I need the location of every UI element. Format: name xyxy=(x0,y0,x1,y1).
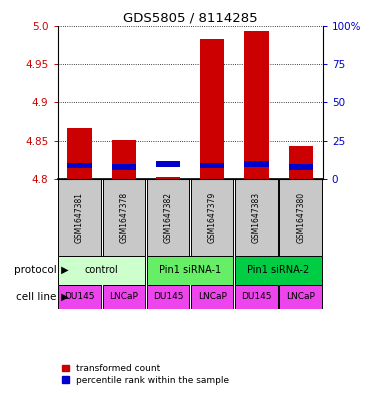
Text: GSM1647383: GSM1647383 xyxy=(252,192,261,243)
Bar xyxy=(112,164,136,170)
Text: GSM1647380: GSM1647380 xyxy=(296,192,305,243)
Bar xyxy=(58,179,101,256)
Text: LNCaP: LNCaP xyxy=(109,292,138,301)
Bar xyxy=(112,140,136,179)
Text: ▶: ▶ xyxy=(58,265,68,275)
Bar xyxy=(235,256,322,285)
Text: GSM1647382: GSM1647382 xyxy=(164,192,173,243)
Bar xyxy=(289,164,313,170)
Bar xyxy=(191,285,233,309)
Bar xyxy=(147,179,189,256)
Bar xyxy=(103,285,145,309)
Bar xyxy=(156,162,180,167)
Text: DU145: DU145 xyxy=(153,292,183,301)
Text: cell line: cell line xyxy=(16,292,57,301)
Bar xyxy=(279,285,322,309)
Text: DU145: DU145 xyxy=(241,292,272,301)
Bar xyxy=(244,162,269,167)
Legend: transformed count, percentile rank within the sample: transformed count, percentile rank withi… xyxy=(62,364,230,385)
Text: ▶: ▶ xyxy=(58,292,68,301)
Bar xyxy=(58,256,145,285)
Bar xyxy=(156,177,180,179)
Bar xyxy=(200,163,224,168)
Text: GSM1647378: GSM1647378 xyxy=(119,192,128,243)
Text: protocol: protocol xyxy=(14,265,57,275)
Text: Pin1 siRNA-2: Pin1 siRNA-2 xyxy=(247,265,310,275)
Text: control: control xyxy=(85,265,119,275)
Bar xyxy=(191,179,233,256)
Text: Pin1 siRNA-1: Pin1 siRNA-1 xyxy=(159,265,221,275)
Bar xyxy=(103,179,145,256)
Text: LNCaP: LNCaP xyxy=(198,292,227,301)
Bar xyxy=(235,285,278,309)
Bar xyxy=(147,285,189,309)
Title: GDS5805 / 8114285: GDS5805 / 8114285 xyxy=(123,11,257,24)
Bar xyxy=(68,129,92,179)
Text: DU145: DU145 xyxy=(64,292,95,301)
Bar xyxy=(235,179,278,256)
Bar xyxy=(244,31,269,179)
Bar xyxy=(58,285,101,309)
Text: GSM1647379: GSM1647379 xyxy=(208,192,217,243)
Bar xyxy=(147,256,233,285)
Bar xyxy=(279,179,322,256)
Text: LNCaP: LNCaP xyxy=(286,292,315,301)
Bar xyxy=(68,163,92,168)
Bar xyxy=(200,39,224,179)
Text: GSM1647381: GSM1647381 xyxy=(75,192,84,243)
Bar xyxy=(289,146,313,179)
